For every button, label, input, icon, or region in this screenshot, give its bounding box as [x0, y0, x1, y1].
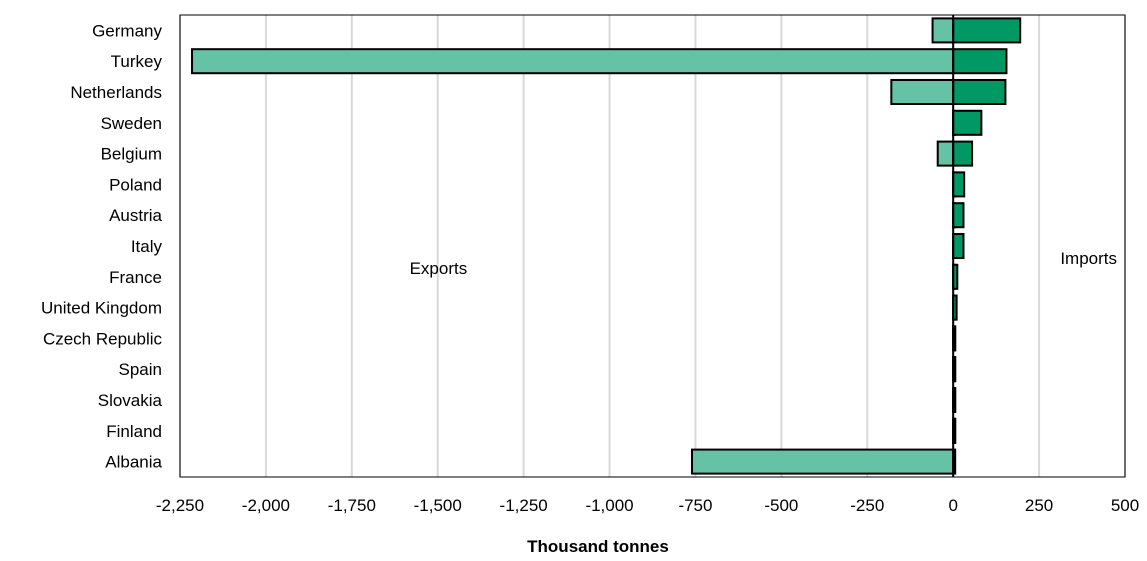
x-tick-label-5: -1,000 [585, 496, 633, 515]
category-label-italy: Italy [131, 237, 163, 256]
bar-imports-netherlands [952, 78, 1007, 106]
category-label-finland: Finland [106, 422, 162, 441]
bar-imports-italy [952, 232, 965, 260]
x-tick-label-11: 500 [1111, 496, 1139, 515]
x-tick-label-6: -750 [678, 496, 712, 515]
x-tick-label-7: -500 [764, 496, 798, 515]
category-labels: Germany Turkey Netherlands Sweden Belgium Pol… [41, 21, 163, 471]
category-label-albania: Albania [105, 453, 162, 472]
bar-exports-germany [931, 17, 955, 44]
x-axis-title: Thousand tonnes [527, 537, 669, 556]
x-tick-label-3: -1,500 [414, 496, 462, 515]
bar-imports-sweden [952, 109, 983, 136]
annotations: Exports Imports [410, 249, 1117, 278]
x-tick-label-4: -1,250 [500, 496, 548, 515]
plot-frame [179, 14, 1126, 478]
x-tick-label-9: 0 [948, 496, 957, 515]
x-tick-label-8: -250 [850, 496, 884, 515]
annotation-imports: Imports [1060, 249, 1117, 268]
category-label-poland: Poland [109, 175, 162, 194]
category-label-spain: Spain [119, 360, 162, 379]
category-label-slovakia: Slovakia [98, 391, 163, 410]
x-tick-label-2: -1,750 [328, 496, 376, 515]
bar-exports-belgium [936, 140, 955, 167]
category-label-czech-republic: Czech Republic [43, 329, 163, 348]
bar-exports-netherlands [890, 78, 955, 106]
bar-exports-albania [691, 448, 955, 475]
category-label-turkey: Turkey [111, 52, 163, 71]
category-label-france: France [109, 268, 162, 287]
bar-imports-austria [952, 202, 965, 229]
bar-imports-turkey [952, 48, 1008, 75]
category-label-belgium: Belgium [101, 145, 162, 164]
x-tick-label-10: 250 [1025, 496, 1053, 515]
bars [191, 15, 1022, 477]
x-tick-labels: -2,250 -2,000 -1,750 -1,500 -1,250 -1,000 -750… [156, 496, 1139, 515]
bar-imports-poland [952, 171, 966, 198]
bar-imports-germany [952, 17, 1022, 44]
category-label-netherlands: Netherlands [70, 83, 162, 102]
bar-imports-belgium [952, 140, 974, 167]
x-tick-label-1: -2,000 [242, 496, 290, 515]
category-label-sweden: Sweden [101, 114, 162, 133]
annotation-exports: Exports [410, 259, 468, 278]
category-label-germany: Germany [92, 21, 162, 40]
category-label-austria: Austria [109, 206, 162, 225]
bar-exports-turkey [191, 48, 955, 75]
x-tick-label-0: -2,250 [156, 496, 204, 515]
category-label-united-kingdom: United Kingdom [41, 299, 162, 318]
